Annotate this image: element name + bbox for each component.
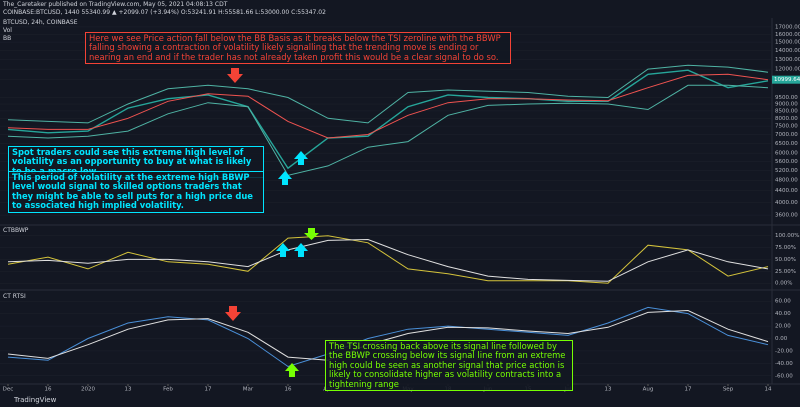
annotation: This period of volatility at the extreme…: [8, 171, 264, 213]
x-tick-label: 16: [45, 387, 52, 393]
y-tick-label: 9000.00: [775, 102, 798, 108]
series-line: [7, 306, 769, 368]
x-tick-label: Dec: [3, 387, 14, 393]
y-tick-label: 7500.00: [775, 124, 798, 130]
y-tick-label: 12000.00: [775, 67, 800, 73]
last-price-badge: [772, 75, 800, 84]
indicator: Vol: [3, 27, 12, 34]
annotation: Here we see Price action fall below the …: [85, 32, 511, 65]
x-tick-label: Sep: [723, 387, 734, 393]
y-tick-label: 5600.00: [775, 159, 798, 165]
series-line: [7, 84, 769, 176]
y-tick-label: 50.00%: [775, 257, 796, 263]
series-line: [7, 235, 769, 284]
y-tick-label: -40.00: [775, 361, 793, 367]
y-tick-label: 0.00%: [775, 281, 792, 287]
pane-title: CT RTSI: [3, 293, 26, 300]
y-tick-label: 40.00: [775, 311, 791, 317]
y-tick-label: 25.00%: [775, 269, 796, 275]
y-tick-label: 5200.00: [775, 168, 798, 174]
series-line: [7, 238, 769, 282]
y-tick-label: 0.00: [775, 336, 788, 342]
pane-title: BTCUSD, 24h, COINBASE: [3, 19, 78, 26]
series-line: [7, 73, 769, 139]
symbol-line: COINBASE:BTCUSD, 1440 55340.99 ▲ +2099.0…: [3, 9, 326, 16]
y-tick-label: -20.00: [775, 348, 793, 354]
y-tick-label: 13000.00: [775, 57, 800, 63]
x-tick-label: 2020: [81, 387, 95, 393]
publisher: The_Caretaker published on TradingView.c…: [3, 1, 228, 8]
arrows: [225, 68, 319, 377]
series-line: [7, 69, 769, 170]
last-price-label: 10999.64: [774, 77, 800, 83]
y-tick-label: 3600.00: [775, 213, 798, 219]
x-tick-label: 14: [765, 387, 772, 393]
y-tick-label: 20.00: [775, 324, 791, 330]
indicator: BB: [3, 35, 12, 42]
x-tick-label: Feb: [163, 387, 173, 393]
annotation: The TSI crossing back above its signal l…: [325, 340, 573, 392]
y-tick-label: 14000.00: [775, 48, 800, 54]
y-tick-label: -60.00: [775, 373, 793, 379]
x-tick-label: Mar: [243, 387, 254, 393]
x-tick-label: 16: [285, 387, 292, 393]
y-tick-label: 6000.00: [775, 151, 798, 157]
y-tick-label: 4000.00: [775, 200, 798, 206]
pane-title: CTBBWP: [3, 227, 29, 234]
x-tick-label: 13: [125, 387, 132, 393]
y-tick-label: 16000.00: [775, 32, 800, 38]
footer: TradingView: [14, 396, 57, 404]
y-tick-label: 17000.00: [775, 24, 800, 30]
x-tick-label: Aug: [643, 387, 654, 393]
x-tick-label: 13: [605, 387, 612, 393]
x-tick-label: 17: [205, 387, 212, 393]
y-tick-label: 60.00: [775, 299, 791, 305]
y-tick-label: 6500.00: [775, 141, 798, 147]
y-tick-label: 4400.00: [775, 188, 798, 194]
y-tick-label: 100.00%: [775, 233, 799, 239]
y-tick-label: 4800.00: [775, 178, 798, 184]
y-tick-label: 75.00%: [775, 245, 796, 251]
y-tick-label: 9500.00: [775, 95, 798, 101]
y-tick-label: 8500.00: [775, 108, 798, 114]
y-tick-label: 15000.00: [775, 40, 800, 46]
series-line: [7, 64, 769, 124]
y-tick-label: 7000.00: [775, 132, 798, 138]
series-line: [7, 309, 769, 361]
x-tick-label: 17: [685, 387, 692, 393]
y-tick-label: 8000.00: [775, 116, 798, 122]
